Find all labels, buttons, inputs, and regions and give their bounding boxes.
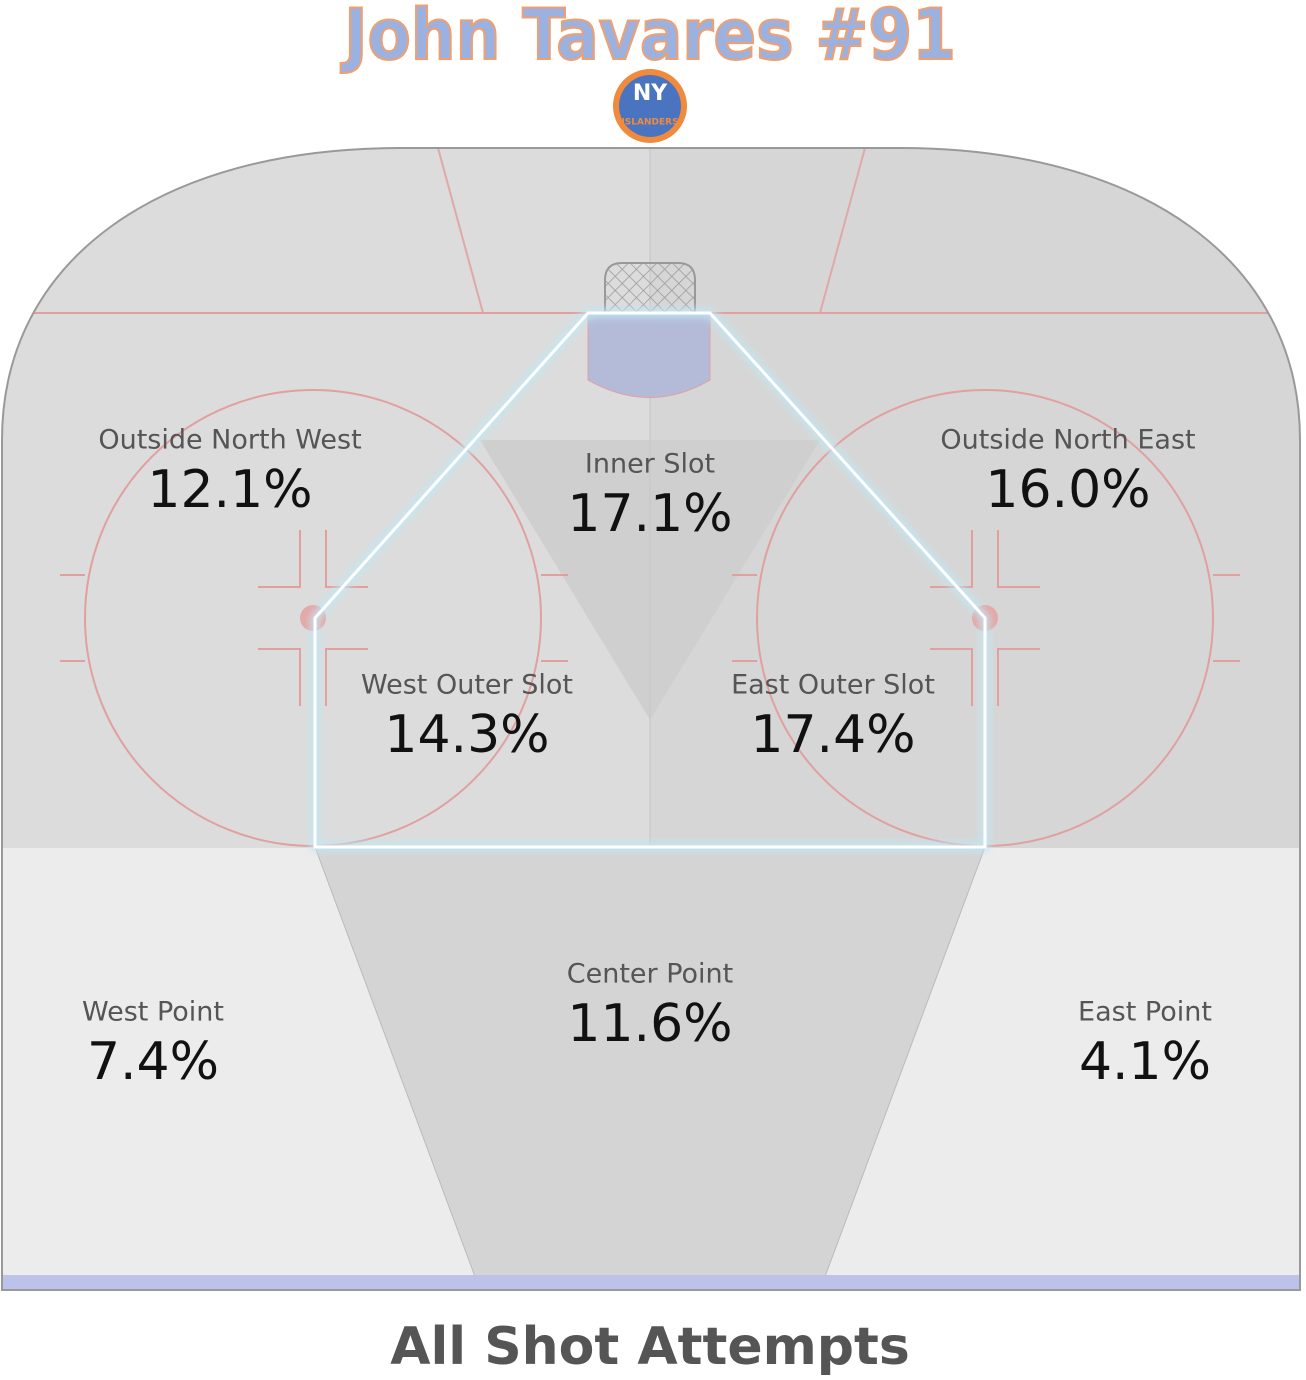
- zone-value: 14.3%: [384, 705, 549, 765]
- blue-line: [2, 1275, 1300, 1290]
- zone-name: West Outer Slot: [361, 670, 573, 701]
- zone-name: East Point: [1078, 997, 1212, 1028]
- zone-value: 4.1%: [1079, 1032, 1211, 1092]
- crease: [587, 312, 711, 398]
- net: [604, 262, 696, 314]
- zone-value: 17.4%: [750, 705, 915, 765]
- rink-line: [437, 148, 484, 314]
- logo-bottom: ISLANDERS: [621, 118, 678, 128]
- title: John Tavares #91: [340, 0, 956, 76]
- logo-disc: [619, 75, 681, 137]
- logo-top: NY: [633, 81, 668, 106]
- zone-name: Outside North West: [98, 425, 361, 456]
- rink-outline: [1, 147, 1301, 1291]
- zone-name: Outside North East: [940, 425, 1195, 456]
- caption: All Shot Attempts: [390, 1317, 910, 1376]
- zone-name: Inner Slot: [585, 449, 715, 480]
- zone-value: 11.6%: [567, 994, 732, 1054]
- zone-value: 16.0%: [985, 460, 1150, 520]
- zone-value: 17.1%: [567, 484, 732, 544]
- hash-marks: [60, 530, 1240, 706]
- zone-name: Center Point: [567, 959, 734, 990]
- zone-name: East Outer Slot: [731, 670, 935, 701]
- zone-value: 7.4%: [87, 1032, 219, 1092]
- logo: NY ISLANDERS: [613, 69, 687, 143]
- slot-outline: [313, 311, 987, 849]
- zone-labels: Outside North West 12.1% Inner Slot 17.1% Ou…: [82, 425, 1212, 1093]
- zone-name: West Point: [82, 997, 224, 1028]
- rink-line: [819, 148, 866, 314]
- rink: [2, 148, 1300, 1290]
- zone-value: 12.1%: [147, 460, 312, 520]
